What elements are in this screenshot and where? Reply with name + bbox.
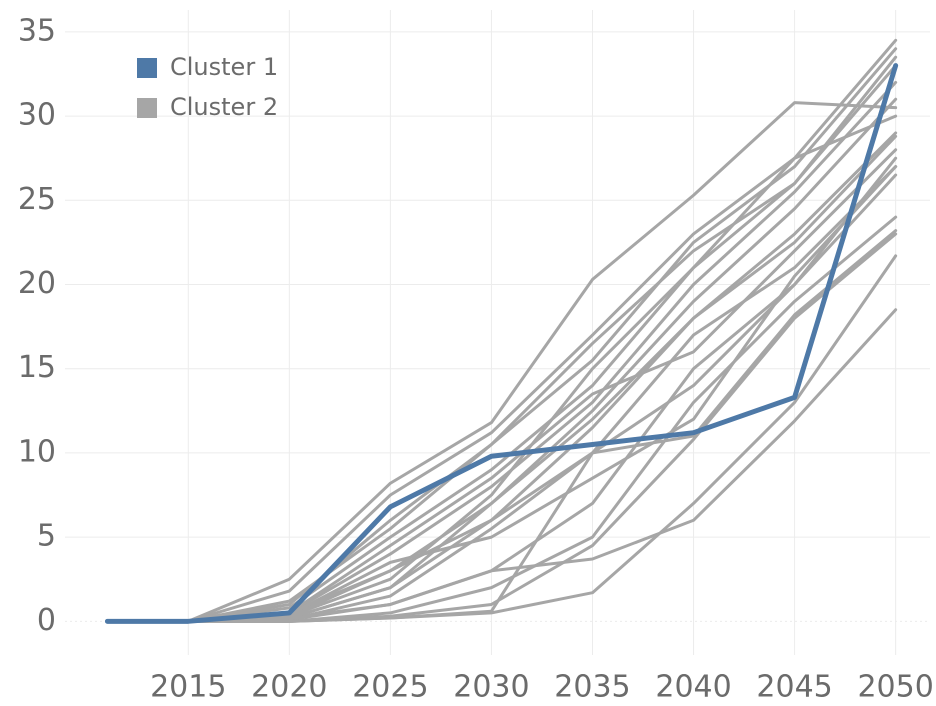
lines [104,38,899,624]
series-line [105,156,898,623]
y-tick-label: 20 [18,266,56,301]
x-tick-label: 2015 [150,670,226,705]
series-line [105,148,898,623]
x-tick-label: 2045 [756,670,832,705]
series-line [105,55,898,623]
y-tick-label: 0 [37,603,56,638]
series-line [105,38,898,623]
y-tick-label: 30 [18,98,56,133]
series-line [105,64,898,623]
series-line [104,63,899,624]
series-line [105,173,898,623]
series-line [105,165,898,623]
x-tick-label: 2020 [251,670,327,705]
y-tick-label: 5 [37,519,56,554]
y-tick-label: 10 [18,434,56,469]
x-tick-label: 2030 [453,670,529,705]
y-tick-label: 35 [18,13,56,48]
x-tick-label: 2035 [554,670,630,705]
legend-swatch [137,58,157,78]
x-tick-label: 2050 [857,670,933,705]
y-tick-label: 15 [18,350,56,385]
legend: Cluster 1 Cluster 2 [137,53,278,121]
legend-swatch [137,98,157,118]
x-tick-label: 2025 [352,670,428,705]
series-line [105,101,898,623]
x-tick-label: 2040 [655,670,731,705]
series-line [105,165,898,623]
series-line [105,80,898,623]
series-line [105,308,898,623]
y-tick-label: 25 [18,182,56,217]
legend-label: Cluster 1 [170,53,278,81]
legend-label: Cluster 2 [170,93,278,121]
